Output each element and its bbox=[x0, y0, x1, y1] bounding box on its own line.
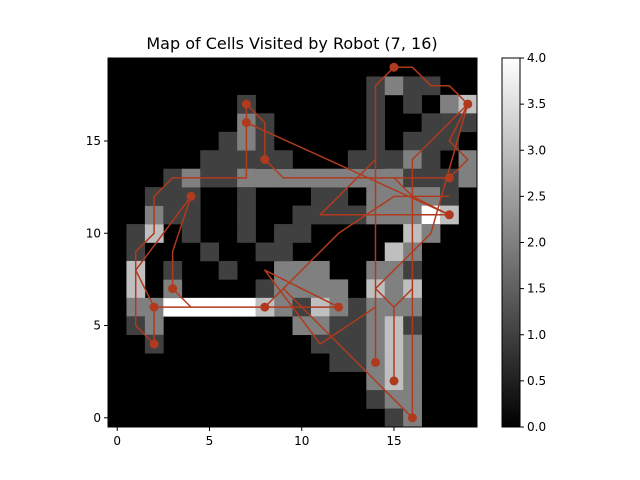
colorbar-ticks: 0.0 0.5 1.0 1.5 2.0 2.5 3.0 3.5 4.0 bbox=[520, 51, 546, 434]
visited-cell bbox=[310, 187, 330, 206]
y-tick-label: 10 bbox=[86, 226, 101, 240]
x-tick-label: 15 bbox=[386, 434, 401, 448]
visited-cell bbox=[347, 297, 367, 317]
visited-cell bbox=[347, 150, 367, 169]
visited-cell bbox=[384, 242, 404, 262]
visited-cell bbox=[329, 316, 349, 336]
visited-cell bbox=[218, 260, 238, 280]
plot-area bbox=[107, 57, 478, 428]
visited-cell bbox=[403, 76, 422, 96]
visited-cell bbox=[347, 316, 367, 336]
visited-cell bbox=[310, 260, 330, 280]
y-axis-ticks: 0 5 10 15 bbox=[86, 134, 108, 425]
visited-cell bbox=[237, 187, 256, 206]
visited-cell bbox=[218, 150, 238, 169]
visited-cell bbox=[274, 242, 293, 262]
y-tick-label: 0 bbox=[93, 411, 101, 425]
visited-cell bbox=[310, 279, 330, 299]
colorbar: 0.0 0.5 1.0 1.5 2.0 2.5 3.0 3.5 4.0 bbox=[501, 51, 546, 434]
visited-cell bbox=[458, 168, 478, 188]
visited-cell bbox=[255, 279, 275, 299]
visited-cell bbox=[329, 279, 349, 299]
visited-cell bbox=[421, 113, 441, 133]
visited-cell bbox=[181, 224, 201, 243]
robot-stop-marker bbox=[371, 357, 380, 367]
robot-stop-marker bbox=[186, 191, 196, 201]
visited-cell bbox=[163, 205, 183, 225]
visited-cell bbox=[200, 242, 219, 262]
visited-cell bbox=[255, 242, 275, 262]
robot-stop-marker bbox=[260, 155, 270, 164]
robot-stop-marker bbox=[260, 302, 270, 312]
robot-stop-marker bbox=[334, 302, 344, 312]
visited-cell bbox=[200, 150, 219, 169]
visited-cell bbox=[218, 131, 238, 151]
robot-stop-marker bbox=[407, 413, 417, 423]
visited-cell bbox=[384, 76, 404, 96]
colorbar-tick-label: 4.0 bbox=[527, 51, 546, 65]
visited-cell bbox=[237, 224, 256, 243]
colorbar-tick-label: 0.5 bbox=[527, 374, 546, 388]
visited-cell bbox=[292, 205, 312, 225]
colorbar-tick-label: 3.5 bbox=[527, 97, 546, 111]
visited-cell bbox=[237, 205, 256, 225]
visited-cell bbox=[329, 353, 349, 372]
colorbar-tick-label: 2.0 bbox=[527, 236, 546, 250]
visited-cell bbox=[421, 150, 441, 169]
visited-cell bbox=[403, 94, 422, 114]
colorbar-tick-label: 1.0 bbox=[527, 328, 546, 342]
visited-cell bbox=[274, 260, 293, 280]
robot-stop-marker bbox=[241, 99, 251, 109]
visited-cell bbox=[163, 187, 183, 206]
robot-stop-marker bbox=[241, 118, 251, 128]
visited-cell bbox=[403, 131, 422, 151]
visited-cell bbox=[366, 390, 386, 409]
robot-stop-marker bbox=[149, 302, 159, 312]
plot-frame bbox=[107, 57, 478, 428]
visited-cell bbox=[440, 94, 459, 114]
visited-cell bbox=[274, 224, 293, 243]
visited-cell bbox=[292, 224, 312, 243]
visited-cell bbox=[274, 150, 293, 169]
visited-cell bbox=[292, 316, 312, 336]
visited-cell bbox=[440, 187, 459, 206]
visited-cell bbox=[347, 334, 367, 354]
colorbar-gradient bbox=[501, 57, 521, 428]
x-axis-ticks: 0 5 10 15 bbox=[113, 427, 402, 448]
y-tick-label: 15 bbox=[86, 134, 101, 148]
robot-stop-marker bbox=[389, 62, 399, 72]
x-tick-label: 0 bbox=[113, 434, 121, 448]
robot-stop-marker bbox=[444, 210, 454, 220]
colorbar-tick-label: 1.5 bbox=[527, 282, 546, 296]
robot-stop-marker bbox=[463, 99, 473, 109]
chart-title: Map of Cells Visited by Robot (7, 16) bbox=[146, 34, 437, 53]
robot-stop-marker bbox=[389, 376, 399, 386]
visited-cell bbox=[384, 279, 404, 299]
colorbar-tick-label: 2.5 bbox=[527, 189, 546, 203]
visited-cell bbox=[384, 408, 404, 428]
x-tick-label: 5 bbox=[206, 434, 214, 448]
y-tick-label: 5 bbox=[93, 319, 101, 333]
robot-stop-marker bbox=[149, 339, 159, 349]
robot-stop-marker bbox=[444, 173, 454, 183]
x-tick-label: 10 bbox=[294, 434, 309, 448]
robot-stop-marker bbox=[168, 284, 178, 294]
robot-stops bbox=[149, 62, 473, 423]
visited-cell bbox=[255, 168, 275, 188]
visited-cell bbox=[384, 150, 404, 169]
colorbar-tick-label: 0.0 bbox=[527, 420, 546, 434]
colorbar-tick-label: 3.0 bbox=[527, 143, 546, 157]
visited-cell bbox=[126, 224, 146, 243]
